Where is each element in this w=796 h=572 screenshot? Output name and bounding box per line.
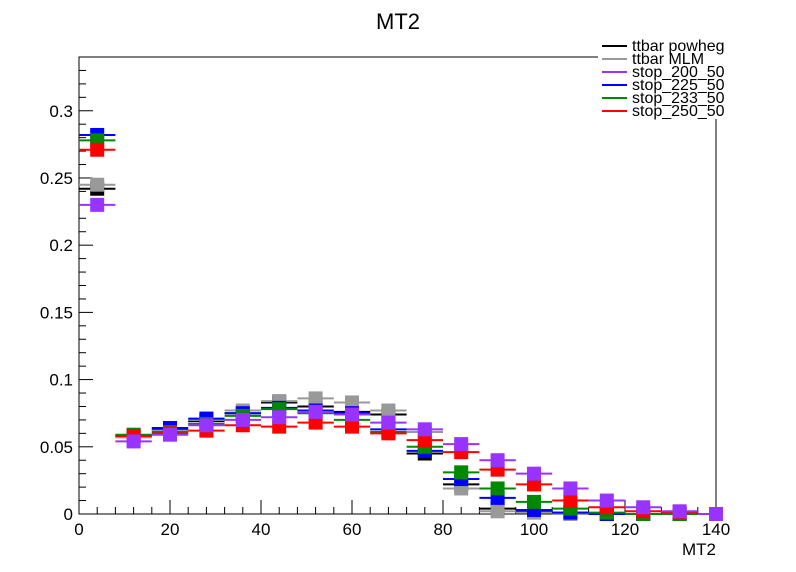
- data-point-marker: [381, 426, 396, 441]
- data-point-marker: [90, 177, 105, 192]
- data-point-marker: [599, 493, 614, 508]
- data-point-marker: [381, 403, 396, 418]
- data-point-marker: [672, 504, 687, 519]
- y-tick-label: 0.15: [40, 303, 73, 322]
- y-tick-label: 0.3: [49, 102, 73, 121]
- series-ttbar-powheg: [79, 181, 723, 521]
- series-stop-200-50: [79, 197, 723, 521]
- data-point-marker: [454, 437, 469, 452]
- data-point-marker: [563, 493, 578, 508]
- data-point-marker: [199, 418, 214, 433]
- legend-box: [598, 37, 796, 119]
- legend-entry-label: ttbar powheg: [632, 38, 725, 55]
- legend-entry-label: ttbar MLM: [632, 51, 704, 68]
- y-tick-label: 0.25: [40, 169, 73, 188]
- data-point-marker: [490, 481, 505, 496]
- data-point-marker: [235, 412, 250, 427]
- legend-entry-label: stop_225_50: [632, 77, 725, 94]
- data-point-marker: [381, 415, 396, 430]
- x-axis: 0 20 40 60 80 100 120 140: [74, 500, 730, 539]
- x-tick-label: 100: [520, 520, 548, 539]
- y-tick-label: 0: [64, 505, 73, 524]
- data-point-marker: [709, 507, 723, 521]
- x-tick-label: 0: [74, 520, 83, 539]
- data-point-marker: [527, 494, 541, 509]
- data-point-marker: [90, 142, 105, 157]
- y-tick-label: 0.1: [49, 371, 73, 390]
- data-point-marker: [417, 422, 432, 437]
- data-point-marker: [345, 395, 359, 410]
- x-tick-label: 40: [252, 520, 271, 539]
- data-point-marker: [308, 391, 323, 406]
- data-point-marker: [163, 427, 177, 442]
- legend-entry-label: stop_200_50: [632, 64, 725, 81]
- chart-title: MT2: [376, 9, 420, 34]
- data-point-marker: [527, 466, 541, 481]
- series-ttbar-mlm: [79, 177, 723, 521]
- x-axis-label: MT2: [682, 540, 716, 559]
- y-axis: 0 0.05 0.1 0.15 0.2 0.25 0.3: [40, 69, 93, 524]
- data-point-marker: [345, 419, 359, 434]
- x-tick-label: 60: [343, 520, 362, 539]
- data-point-marker: [490, 453, 505, 468]
- data-point-marker: [636, 500, 651, 515]
- plot-frame: [78, 56, 717, 515]
- legend-entry-label: stop_233_50: [632, 90, 725, 107]
- data-point-marker: [272, 410, 287, 425]
- x-tick-label: 80: [434, 520, 453, 539]
- data-point-marker: [90, 197, 105, 212]
- data-series: [79, 127, 723, 521]
- data-point-marker: [490, 504, 505, 519]
- data-point-marker: [308, 415, 323, 430]
- y-tick-label: 0.2: [49, 236, 73, 255]
- data-point-marker: [126, 434, 141, 449]
- data-point-marker: [417, 433, 432, 448]
- series-stop-233-50: [79, 133, 723, 521]
- x-tick-label: 20: [161, 520, 180, 539]
- series-stop-250-50: [79, 142, 723, 521]
- x-tick-label: 120: [611, 520, 639, 539]
- data-point-marker: [527, 477, 541, 492]
- legend-entry-label: stop_250_50: [632, 103, 725, 120]
- series-stop-225-50: [79, 127, 723, 521]
- data-point-marker: [454, 465, 469, 480]
- data-point-marker: [308, 404, 323, 419]
- data-point-marker: [345, 407, 359, 422]
- x-tick-label: 140: [702, 520, 730, 539]
- y-tick-label: 0.05: [40, 438, 73, 457]
- data-point-marker: [563, 481, 578, 496]
